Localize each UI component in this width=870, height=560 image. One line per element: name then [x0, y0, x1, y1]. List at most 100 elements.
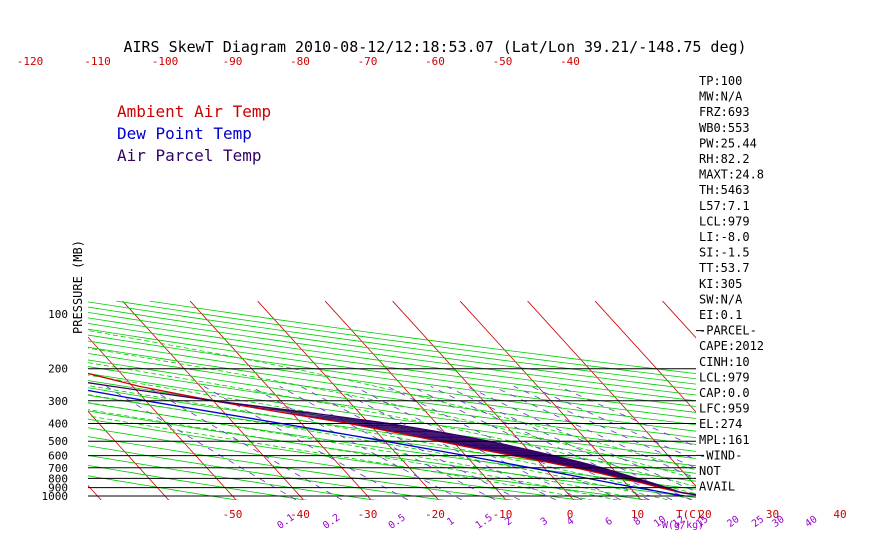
stats-entry: LI:-8.0 — [699, 230, 750, 244]
mixing-ratio-line — [446, 386, 692, 500]
mixing-ratio-line — [331, 386, 556, 500]
dry-adiabat-line — [88, 306, 696, 390]
isotherm-line — [594, 300, 696, 413]
stats-entry: NOT — [699, 464, 721, 478]
isotherm-line — [324, 300, 507, 500]
temp-tick-bottom: 30 — [766, 508, 779, 521]
mixing-ratio-line — [492, 386, 696, 479]
stats-entry: AVAIL — [699, 480, 735, 494]
temp-tick-top: -60 — [425, 55, 445, 68]
mixing-ratio-line — [430, 386, 673, 500]
series-line-0 — [88, 372, 696, 496]
mixing-ratio-line — [513, 386, 696, 469]
pressure-tick-label: 600 — [48, 450, 68, 463]
stats-entry: FRZ:693 — [699, 105, 750, 119]
pressure-tick-label: 300 — [48, 395, 68, 408]
temp-tick-top: -110 — [84, 55, 111, 68]
mixing-ratio-line — [279, 386, 496, 500]
temp-tick-top: -70 — [358, 55, 378, 68]
pressure-tick-label: 100 — [48, 308, 68, 321]
stats-entry: TP:100 — [699, 74, 742, 88]
mixing-ratio-line — [106, 386, 297, 500]
temp-tick-bottom: -20 — [425, 508, 445, 521]
temp-tick-top: -100 — [152, 55, 179, 68]
mixing-ratio-lines — [106, 386, 696, 500]
stats-entry: -WIND- — [699, 448, 742, 462]
mixing-ratio-tick: 6 — [604, 516, 615, 528]
mixing-ratio-line — [203, 386, 408, 500]
mixing-ratio-tick: 4 — [565, 516, 576, 528]
dry-adiabat-line — [149, 300, 696, 375]
mixing-ratio-line — [531, 386, 696, 461]
temp-tick-bottom: 0 — [567, 508, 574, 521]
temp-tick-bottom: -30 — [358, 508, 378, 521]
dry-adiabat-line — [88, 317, 696, 402]
dry-adiabat-line — [88, 334, 696, 419]
stats-entry: RH:82.2 — [699, 152, 750, 166]
stats-entry: EL:274 — [699, 417, 742, 431]
dry-adiabat-line — [88, 353, 696, 439]
temp-tick-top: -50 — [493, 55, 513, 68]
stats-entry: CINH:10 — [699, 355, 750, 369]
isotherm-line — [88, 410, 170, 500]
mixing-ratio-axis-label: W(g/kg) — [662, 520, 704, 531]
temp-ticks-bottom: -50 -40 -30 -20 -10 0 10 20 30 40 — [223, 508, 847, 521]
stats-entry: L57:7.1 — [699, 199, 750, 213]
series-line-2 — [88, 382, 696, 496]
x-axis-label: T(C) — [676, 508, 703, 521]
mixing-ratio-tick: 0.5 — [387, 512, 408, 531]
dry-adiabat-line — [88, 323, 696, 407]
chart-title: AIRS SkewT Diagram 2010-08-12/12:18:53.0… — [123, 38, 746, 56]
stats-entry: MPL:161 — [699, 433, 750, 447]
mixing-ratio-tick: 1 — [445, 516, 456, 528]
series-line-1 — [88, 389, 685, 497]
dry-adiabat-line — [88, 311, 696, 396]
mixing-ratio-tick: 25 — [750, 514, 766, 530]
stats-entry: LFC:959 — [699, 402, 750, 416]
stats-entry: PW:25.44 — [699, 136, 757, 150]
pressure-tick-label: 900 — [48, 482, 68, 495]
temp-tick-top: -90 — [223, 55, 243, 68]
stats-entry: TT:53.7 — [699, 261, 750, 275]
legend-entry-0: Ambient Air Temp — [117, 102, 271, 121]
legend-entry-1: Dew Point Temp — [117, 124, 252, 143]
mixing-ratio-line — [466, 386, 696, 493]
legend: Ambient Air Temp Dew Point Temp Air Parcel… — [117, 102, 271, 165]
mixing-ratio-line — [411, 386, 650, 500]
mixing-ratio-line — [250, 386, 462, 500]
temp-tick-bottom: 20 — [698, 508, 711, 521]
mixing-ratio-tick: 3 — [539, 516, 550, 528]
temp-tick-bottom: -50 — [223, 508, 243, 521]
dry-adiabat-line — [88, 366, 696, 452]
dry-adiabat-line — [88, 475, 240, 500]
stats-entry: LCL:979 — [699, 370, 750, 384]
mixing-ratio-tick: 8 — [632, 516, 643, 528]
dry-adiabat-line — [88, 328, 696, 413]
stats-entry: TH:5463 — [699, 183, 750, 197]
sounding-series — [88, 372, 696, 497]
y-axis-label: PRESSURE (MB) — [71, 240, 85, 334]
temp-tick-bottom: -40 — [290, 508, 310, 521]
stats-entry: -PARCEL- — [699, 324, 757, 338]
mixing-ratio-tick: 2 — [503, 516, 514, 528]
stats-entry: SI:-1.5 — [699, 246, 750, 260]
temp-tick-bottom: 10 — [631, 508, 644, 521]
pressure-tick-label: 800 — [48, 472, 68, 485]
mixing-ratio-tick: 0.2 — [321, 512, 342, 531]
dry-adiabat-line — [88, 346, 696, 432]
isotherm-line — [257, 300, 440, 500]
stats-entry: SW:N/A — [699, 292, 743, 306]
temp-tick-bottom: -10 — [493, 508, 513, 521]
isotherm-line — [88, 336, 237, 500]
mixing-ratio-line — [354, 386, 583, 500]
pressure-tick-label: 500 — [48, 435, 68, 448]
stats-entry: WB0:553 — [699, 121, 750, 135]
mixing-ratio-line — [300, 386, 520, 500]
mixing-ratio-line — [387, 386, 622, 500]
stats-entry: LCL:979 — [699, 214, 750, 228]
dry-adiabat-line — [88, 359, 696, 445]
dry-adiabat-line — [88, 340, 696, 426]
mixing-ratio-tick: 20 — [725, 514, 741, 530]
